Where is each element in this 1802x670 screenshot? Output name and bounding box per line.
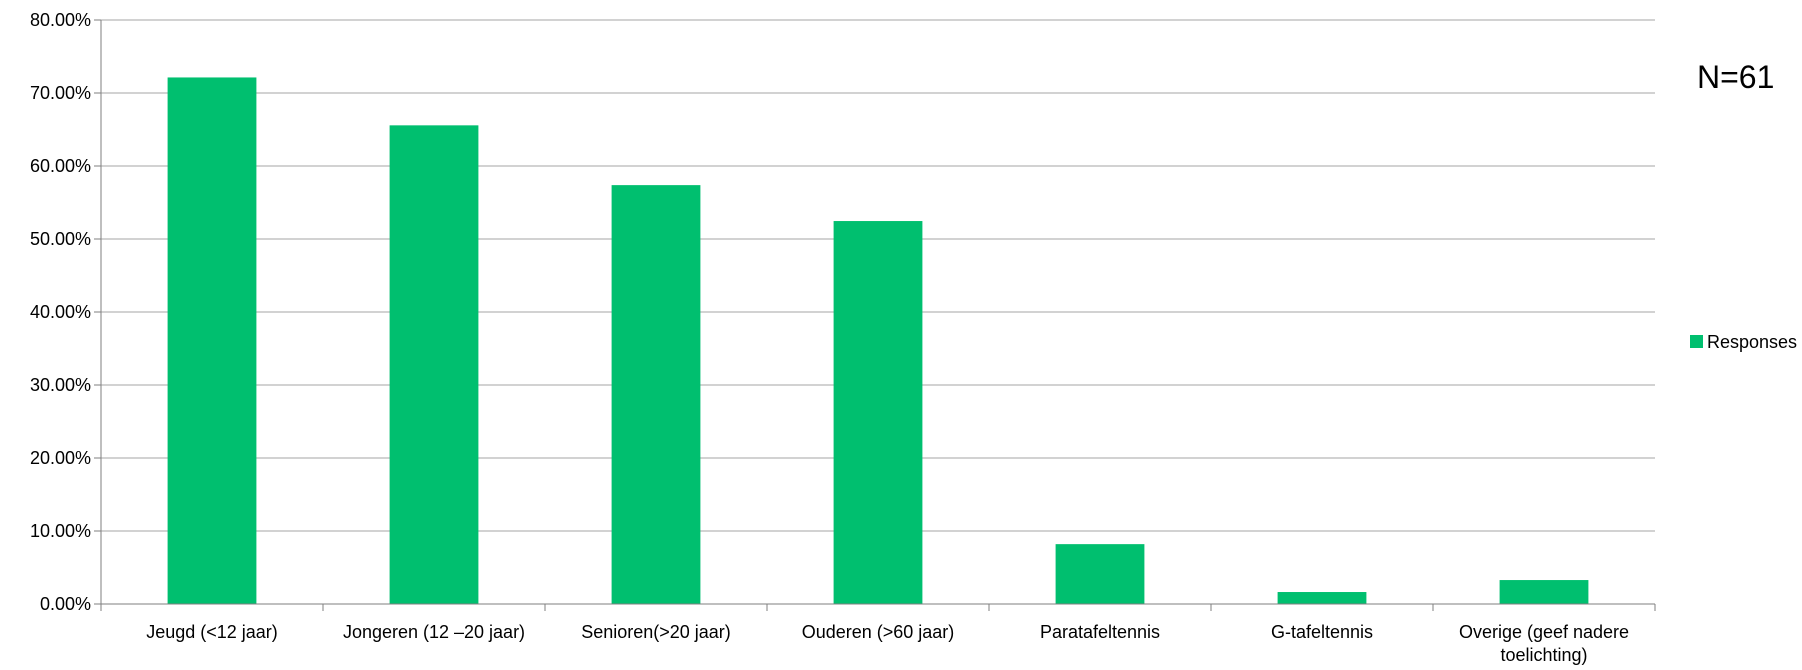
y-tick-label: 0.00% bbox=[40, 594, 91, 614]
bar bbox=[1277, 592, 1367, 604]
x-tick-label: Ouderen (>60 jaar) bbox=[802, 622, 955, 642]
bar bbox=[167, 77, 257, 605]
legend-swatch bbox=[1690, 335, 1703, 348]
bar bbox=[1499, 580, 1589, 604]
y-tick-label: 80.00% bbox=[30, 10, 91, 30]
x-tick-label: Senioren(>20 jaar) bbox=[581, 622, 731, 642]
y-tick-label: 70.00% bbox=[30, 83, 91, 103]
bar bbox=[389, 125, 479, 605]
x-tick-label: G-tafeltennis bbox=[1271, 622, 1373, 642]
legend: Responses bbox=[1690, 332, 1797, 352]
y-tick-label: 30.00% bbox=[30, 375, 91, 395]
bar bbox=[1055, 544, 1145, 604]
bar bbox=[833, 221, 923, 605]
y-tick-label: 10.00% bbox=[30, 521, 91, 541]
bars bbox=[167, 77, 1589, 605]
x-tick-label: Paratafeltennis bbox=[1040, 622, 1160, 642]
x-tick-labels: Jeugd (<12 jaar) Jongeren (12 –20 jaar) Se… bbox=[146, 622, 1629, 665]
axes bbox=[94, 19, 1656, 611]
y-tick-label: 60.00% bbox=[30, 156, 91, 176]
x-tick-label: Overige (geef nadere toelichting) bbox=[1459, 622, 1629, 665]
y-tick-label: 20.00% bbox=[30, 448, 91, 468]
legend-label: Responses bbox=[1707, 332, 1797, 352]
sample-size-annotation: N=61 bbox=[1697, 59, 1774, 95]
bar bbox=[611, 185, 701, 604]
y-tick-label: 50.00% bbox=[30, 229, 91, 249]
y-tick-labels: 0.00% 10.00% 20.00% 30.00% 40.00% 50.00% 60.00… bbox=[30, 10, 91, 614]
x-tick-label: Jongeren (12 –20 jaar) bbox=[343, 622, 525, 642]
y-tick-label: 40.00% bbox=[30, 302, 91, 322]
x-tick-label: Jeugd (<12 jaar) bbox=[146, 622, 278, 642]
